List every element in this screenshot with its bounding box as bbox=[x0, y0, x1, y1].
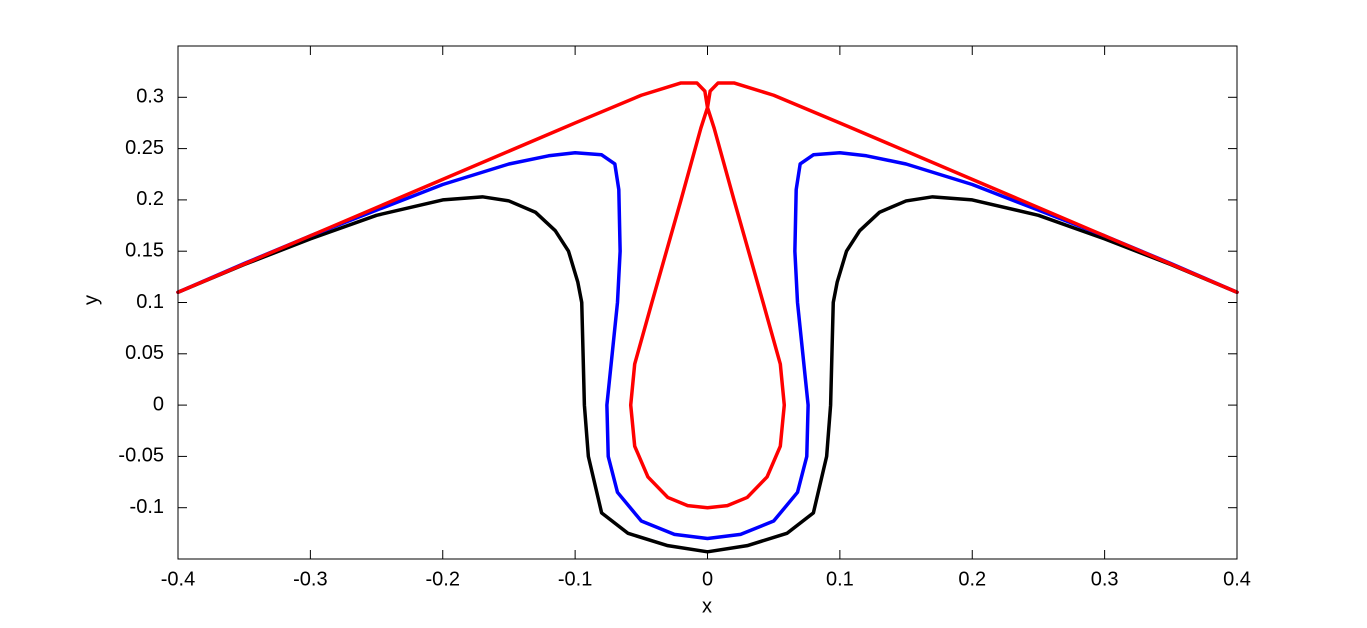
x-tick-label: -0.2 bbox=[426, 568, 460, 590]
y-tick-label: -0.1 bbox=[130, 496, 164, 518]
y-tick-label: 0.3 bbox=[136, 86, 164, 108]
line bbox=[176, 150, 1239, 541]
y-tick-label: -0.05 bbox=[118, 445, 164, 467]
x-tick-label: -0.4 bbox=[161, 568, 195, 590]
x-tick-label: 0.2 bbox=[958, 568, 986, 590]
y-tick-label: 0.2 bbox=[136, 188, 164, 210]
y-tick-label: 0.25 bbox=[125, 137, 164, 159]
line bbox=[176, 81, 1239, 510]
x-tick-label: 0.1 bbox=[826, 568, 854, 590]
x-tick-label: -0.1 bbox=[558, 568, 592, 590]
x-tick-label: 0.4 bbox=[1223, 568, 1251, 590]
y-tick-label: 0 bbox=[153, 393, 164, 415]
x-tick-label: 0.3 bbox=[1091, 568, 1119, 590]
y-tick-label: 0.15 bbox=[125, 239, 164, 261]
axes-box bbox=[177, 45, 1238, 560]
y-tick-label: 0.05 bbox=[125, 342, 164, 364]
x-tick-label: 0 bbox=[702, 568, 713, 590]
y-tick-label: 0.1 bbox=[136, 291, 164, 313]
y-axis-label: y bbox=[80, 295, 102, 305]
x-tick-label: -0.3 bbox=[293, 568, 327, 590]
line bbox=[176, 195, 1239, 554]
x-axis-label: x bbox=[702, 595, 712, 617]
